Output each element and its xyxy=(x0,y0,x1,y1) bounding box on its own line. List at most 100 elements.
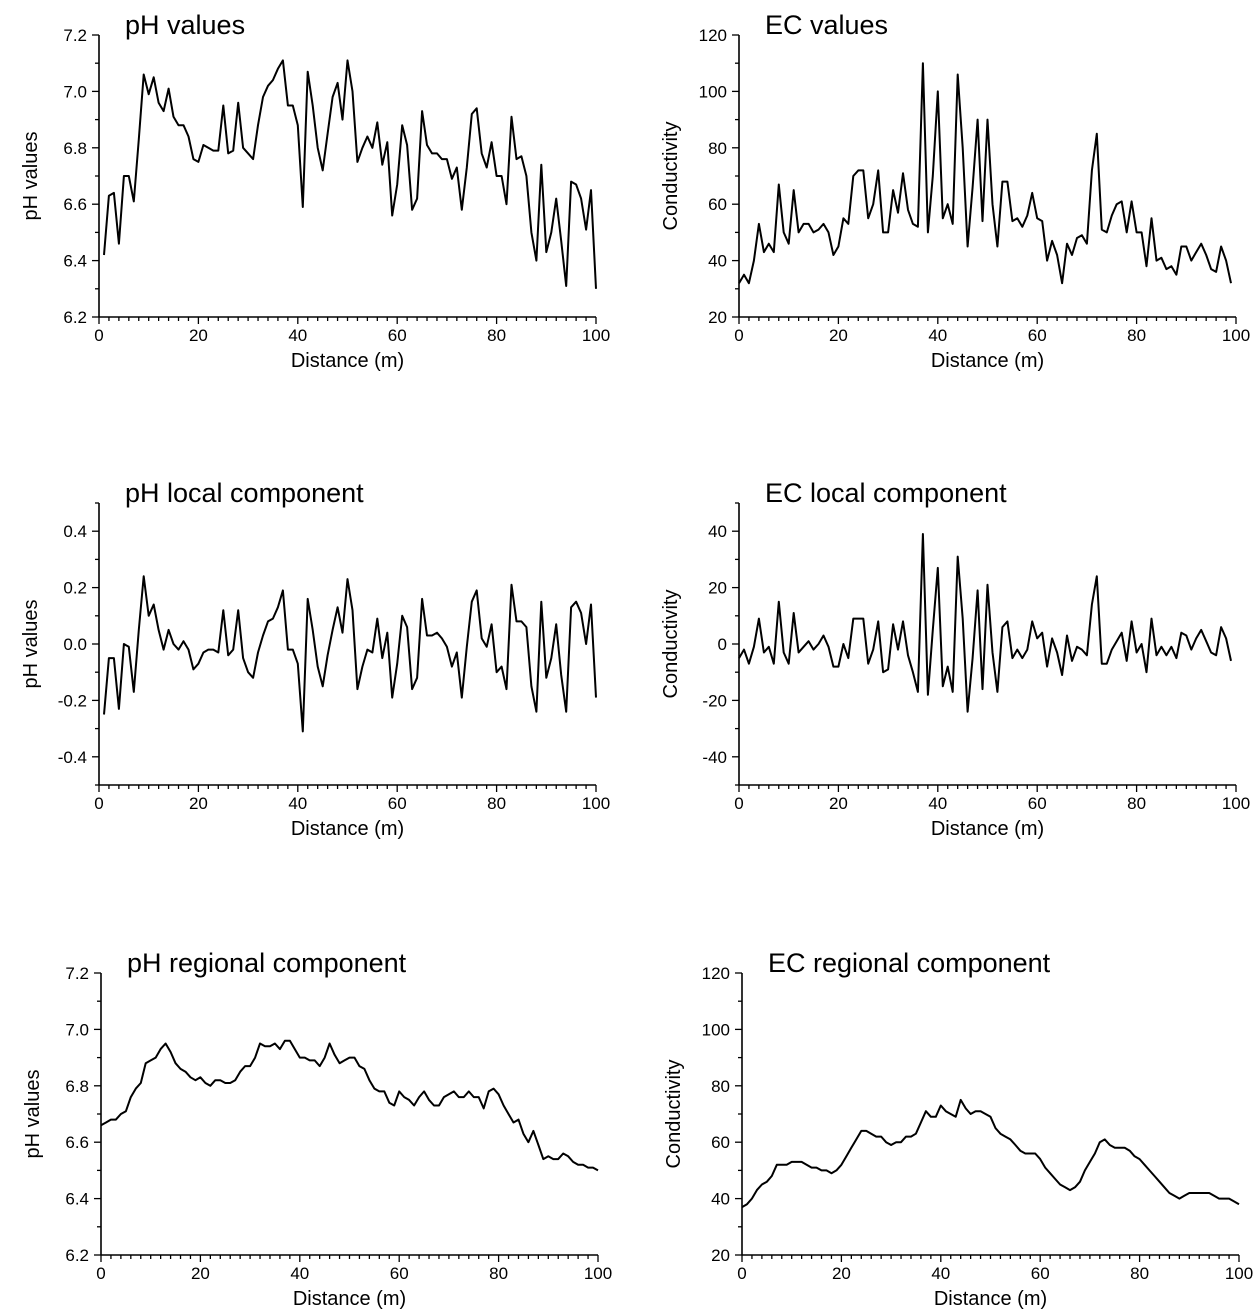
y-tick-label: 7.2 xyxy=(65,964,89,983)
x-axis-title: Distance (m) xyxy=(291,350,404,372)
x-tick-label: 60 xyxy=(388,326,407,345)
y-tick-label: 0 xyxy=(718,635,727,654)
x-tick-label: 80 xyxy=(489,1264,508,1283)
x-tick-label: 100 xyxy=(582,326,610,345)
y-tick-label: -20 xyxy=(702,691,727,710)
y-tick-label: -0.2 xyxy=(58,691,87,710)
x-tick-label: 20 xyxy=(832,1264,851,1283)
y-tick-label: 7.2 xyxy=(63,26,87,45)
y-axis-title: Conductivity xyxy=(660,122,682,231)
x-axis-title: Distance (m) xyxy=(293,1288,406,1310)
x-tick-label: 60 xyxy=(1031,1264,1050,1283)
x-tick-label: 0 xyxy=(96,1264,105,1283)
chart-ec-local-component: 0 20 40 60 80 100 -40 -20 0 20 40 EC local componen… xyxy=(660,478,1250,840)
x-tick-label: 20 xyxy=(191,1264,210,1283)
x-tick-label: 20 xyxy=(829,326,848,345)
chart-ph-local-component: 0 20 40 60 80 100 -0.4 -0.2 0.0 0.2 0.4 pH local co… xyxy=(20,478,610,840)
x-tick-label: 0 xyxy=(737,1264,746,1283)
y-tick-label: 6.4 xyxy=(65,1190,89,1209)
x-tick-label: 80 xyxy=(1127,794,1146,813)
x-tick-label: 60 xyxy=(1028,794,1047,813)
x-tick-label: 100 xyxy=(1222,794,1250,813)
y-tick-label: 0.2 xyxy=(63,579,87,598)
x-tick-label: 20 xyxy=(189,326,208,345)
x-tick-label: 0 xyxy=(734,794,743,813)
x-tick-label: 40 xyxy=(928,326,947,345)
y-tick-label: 6.6 xyxy=(65,1133,89,1152)
y-tick-label: 20 xyxy=(711,1246,730,1265)
y-tick-label: 6.2 xyxy=(63,308,87,327)
x-tick-label: 80 xyxy=(1130,1264,1149,1283)
y-tick-label: 100 xyxy=(702,1020,730,1039)
y-tick-label: 6.4 xyxy=(63,252,87,271)
x-tick-label: 80 xyxy=(1127,326,1146,345)
chart-ph-regional-component: 0 20 40 60 80 100 6.2 6.4 6.6 6.8 7.0 7.2 pH regiona… xyxy=(22,948,612,1310)
series-line xyxy=(100,1039,599,1172)
chart-title: pH local component xyxy=(125,478,364,508)
y-tick-label: 0.4 xyxy=(63,522,87,541)
x-tick-label: 60 xyxy=(388,794,407,813)
y-tick-label: -40 xyxy=(702,748,727,767)
y-tick-label: 0.0 xyxy=(63,635,87,654)
y-axis-title: Conductivity xyxy=(663,1060,685,1169)
x-axis-title: Distance (m) xyxy=(931,818,1044,840)
x-tick-label: 100 xyxy=(584,1264,612,1283)
y-tick-label: -0.4 xyxy=(58,748,87,767)
x-tick-label: 0 xyxy=(734,326,743,345)
chart-ph-values: 0 20 40 60 80 100 6.2 6.4 6.6 6.8 7.0 7.2 pH values D… xyxy=(20,10,610,372)
y-axis-title: pH values xyxy=(20,600,42,689)
x-tick-label: 40 xyxy=(288,326,307,345)
x-tick-label: 20 xyxy=(829,794,848,813)
x-axis-title: Distance (m) xyxy=(931,350,1044,372)
y-tick-label: 7.0 xyxy=(65,1020,89,1039)
chart-ec-values: 0 20 40 60 80 100 20 40 60 80 100 120 EC values Dista… xyxy=(660,10,1250,372)
y-tick-label: 80 xyxy=(708,139,727,158)
y-tick-label: 120 xyxy=(702,964,730,983)
y-tick-label: 6.6 xyxy=(63,195,87,214)
x-tick-label: 80 xyxy=(487,326,506,345)
y-tick-label: 120 xyxy=(699,26,727,45)
y-tick-label: 80 xyxy=(711,1077,730,1096)
x-tick-label: 80 xyxy=(487,794,506,813)
x-tick-label: 100 xyxy=(1225,1264,1253,1283)
x-tick-label: 40 xyxy=(931,1264,950,1283)
x-tick-label: 0 xyxy=(94,794,103,813)
y-tick-label: 100 xyxy=(699,82,727,101)
series-line xyxy=(103,575,597,733)
chart-title: EC values xyxy=(765,10,888,40)
x-tick-label: 100 xyxy=(582,794,610,813)
chart-title: pH values xyxy=(125,10,245,40)
y-axis-title: Conductivity xyxy=(660,590,682,699)
y-tick-label: 60 xyxy=(708,195,727,214)
series-line xyxy=(738,533,1232,713)
y-tick-label: 40 xyxy=(708,252,727,271)
x-tick-label: 40 xyxy=(288,794,307,813)
chart-title: EC regional component xyxy=(768,948,1051,978)
y-tick-label: 40 xyxy=(711,1190,730,1209)
chart-title: pH regional component xyxy=(127,948,407,978)
y-tick-label: 20 xyxy=(708,579,727,598)
series-line xyxy=(103,59,597,289)
y-tick-label: 7.0 xyxy=(63,82,87,101)
chart-ec-regional-component: 0 20 40 60 80 100 20 40 60 80 100 120 EC regional co… xyxy=(663,948,1253,1310)
y-tick-label: 60 xyxy=(711,1133,730,1152)
series-line xyxy=(738,62,1232,285)
x-tick-label: 60 xyxy=(390,1264,409,1283)
y-tick-label: 20 xyxy=(708,308,727,327)
x-tick-label: 60 xyxy=(1028,326,1047,345)
series-line xyxy=(741,1098,1240,1208)
x-axis-title: Distance (m) xyxy=(934,1288,1047,1310)
chart-title: EC local component xyxy=(765,478,1007,508)
x-tick-label: 40 xyxy=(928,794,947,813)
y-tick-label: 40 xyxy=(708,522,727,541)
y-tick-label: 6.2 xyxy=(65,1246,89,1265)
x-tick-label: 0 xyxy=(94,326,103,345)
x-axis-title: Distance (m) xyxy=(291,818,404,840)
y-tick-label: 6.8 xyxy=(63,139,87,158)
x-tick-label: 100 xyxy=(1222,326,1250,345)
y-axis-title: pH values xyxy=(20,132,42,221)
x-tick-label: 40 xyxy=(290,1264,309,1283)
y-tick-label: 6.8 xyxy=(65,1077,89,1096)
x-tick-label: 20 xyxy=(189,794,208,813)
